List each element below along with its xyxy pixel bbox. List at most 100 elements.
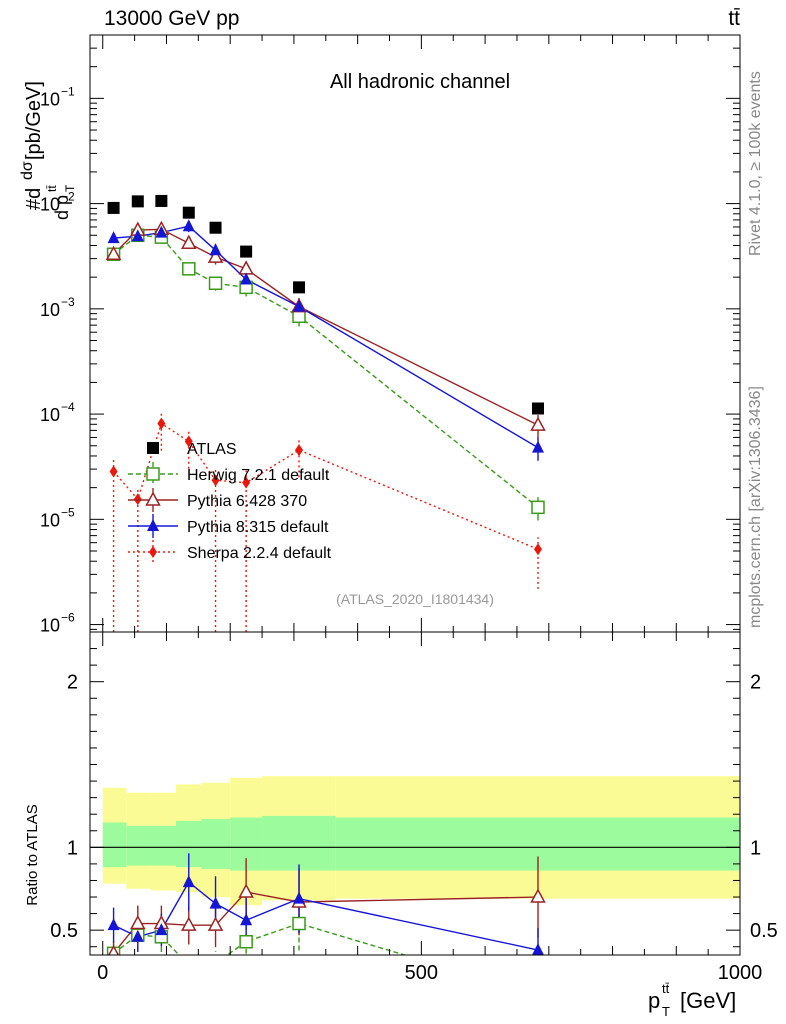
analysis-id: (ATLAS_2020_I1801434) [336, 591, 494, 607]
y-tick-label-exponent: −5 [61, 505, 75, 519]
ratio-y-tick-label-right: 2 [750, 672, 761, 694]
data-point-atlas [240, 245, 253, 258]
data-point-atlas [293, 281, 306, 294]
ratio-point-pythia-8-315-default [155, 923, 168, 936]
ratio-point-pythia-8-315-default [182, 875, 195, 888]
ratio-point-pythia-6-428-370 [130, 914, 146, 930]
data-point-atlas [155, 194, 168, 207]
y-tick-label: 10 [40, 300, 60, 320]
y-tick-label: 10 [40, 405, 60, 425]
x-tick-label: 0 [97, 962, 108, 984]
series-line-pythia-6-428-370 [113, 228, 539, 426]
x-label-units: [GeV] [680, 988, 736, 1013]
ratio-point-sherpa-2-2-4-default [185, 1006, 193, 1018]
data-point-pythia-8-315-default [531, 440, 544, 453]
ratio-y-tick-label: 2 [67, 672, 78, 694]
data-point-sherpa-2-2-4-default [109, 465, 118, 478]
ratio-point-pythia-8-315-default [131, 929, 144, 942]
uncertainty-band-inner [102, 822, 127, 868]
y-tick-label-exponent: −2 [61, 190, 75, 204]
legend-label-sherpa-2-2-4-default: Sherpa 2.2.4 default [187, 545, 332, 562]
legend-label-herwig-7-2-1-default: Herwig 7.2.1 default [187, 467, 330, 484]
legend-label-pythia-8-315-default: Pythia 8.315 default [187, 519, 329, 536]
mcplots-label: mcplots.cern.ch [arXiv:1306.3436] [747, 386, 764, 628]
main-y-label-sigma: dσ [19, 161, 36, 180]
ratio-point-sherpa-2-2-4-default [242, 1006, 250, 1018]
series-line-sherpa-2-2-4-default [113, 422, 539, 550]
ratio-point-pythia-6-428-370 [238, 883, 254, 898]
legend: ATLAS Herwig 7.2.1 default Pythia 6.428 37… [128, 441, 332, 564]
legend-marker-pythia-8-315-default [147, 519, 159, 531]
ratio-point-sherpa-2-2-4-default [134, 1007, 142, 1019]
data-point-atlas [209, 221, 222, 234]
ratio-point-herwig-7-2-1-default [210, 957, 222, 969]
data-point-sherpa-2-2-4-default [157, 417, 166, 430]
ratio-point-sherpa-2-2-4-default [110, 1006, 118, 1018]
legend-label-pythia-6-428-370: Pythia 6.428 370 [187, 493, 307, 510]
main-y-label-text: #d [23, 188, 45, 210]
rivet-label: Rivet 4.1.0, ≥ 100k events [747, 71, 764, 256]
main-y-label-sup: tt̄ [45, 185, 59, 192]
ratio-point-sherpa-2-2-4-default [212, 1006, 220, 1018]
ratio-y-label: Ratio to ATLAS [24, 804, 41, 905]
uncertainty-band-inner [262, 815, 336, 871]
data-point-pythia-6-428-370 [530, 416, 546, 431]
uncertainty-band-inner [201, 819, 231, 869]
data-point-pythia-8-315-default [131, 229, 144, 242]
ratio-point-pythia-8-315-default [209, 896, 222, 909]
x-label-sub: T [662, 1004, 670, 1019]
ratio-y-tick-label-right: 0.5 [750, 920, 778, 942]
data-point-sherpa-2-2-4-default [295, 444, 304, 457]
legend-marker-sherpa-2-2-4-default [149, 546, 157, 558]
legend-label-atlas: ATLAS [187, 441, 237, 458]
ratio-y-tick-label: 0.5 [50, 920, 78, 942]
energy-label: 13000 GeV pp [104, 7, 239, 30]
ratio-frame [89, 631, 741, 956]
ratio-point-herwig-7-2-1-default [183, 959, 195, 971]
data-point-pythia-8-315-default [182, 219, 195, 232]
y-tick-label: 10 [40, 89, 60, 109]
ratio-point-pythia-6-428-370 [181, 916, 197, 931]
ratio-point-pythia-8-315-default [240, 913, 253, 926]
data-point-pythia-8-315-default [209, 243, 222, 256]
ratio-point-pythia-8-315-default [107, 918, 120, 931]
ratio-line-herwig-7-2-1-default [113, 922, 408, 955]
ratio-point-herwig-7-2-1-default [532, 989, 544, 1001]
main-plot-panel: All hadronic channel (ATLAS_2020_I180143… [40, 34, 741, 636]
ratio-point-sherpa-2-2-4-default [295, 1002, 303, 1014]
data-point-sherpa-2-2-4-default [242, 476, 251, 489]
y-tick-label-exponent: −6 [61, 611, 75, 625]
data-point-sherpa-2-2-4-default [211, 474, 220, 487]
data-point-pythia-6-428-370 [207, 248, 224, 263]
y-tick-label: 10 [40, 510, 60, 530]
data-point-pythia-6-428-370 [105, 245, 122, 261]
main-y-label-sub: T [63, 184, 77, 192]
ratio-point-pythia-8-315-default [532, 943, 544, 955]
data-point-atlas [131, 195, 144, 208]
x-label-p: p [648, 988, 660, 1013]
main-y-label-dpt: d p [52, 195, 72, 220]
data-point-pythia-8-315-default [240, 272, 253, 285]
data-point-pythia-6-428-370 [181, 234, 197, 250]
x-tick-label: 500 [405, 962, 438, 984]
uncertainty-band-inner [150, 825, 177, 866]
ratio-point-pythia-6-428-370 [108, 944, 120, 955]
main-y-label-units: [pb/GeV] [23, 81, 45, 160]
legend-marker-atlas [147, 442, 159, 454]
ratio-point-pythia-8-315-default [293, 891, 306, 904]
y-tick-label-exponent: −3 [61, 295, 75, 309]
ratio-line-sherpa-2-2-4-default [114, 1005, 538, 1012]
data-point-sherpa-2-2-4-default [533, 543, 542, 556]
legend-marker-herwig-7-2-1-default [146, 467, 160, 481]
data-point-pythia-8-315-default [107, 231, 120, 244]
main-y-axis-label: #d dσ [pb/GeV] d p T tt̄ [19, 81, 77, 220]
y-tick-label: 10 [40, 616, 60, 636]
data-point-pythia-8-315-default [293, 299, 306, 312]
ratio-point-pythia-6-428-370 [530, 888, 546, 903]
data-point-atlas [531, 402, 544, 415]
ratio-y-tick-label-right: 1 [750, 837, 761, 859]
ratio-point-sherpa-2-2-4-default [534, 999, 542, 1011]
ratio-point-pythia-6-428-370 [207, 916, 224, 931]
process-label: tt̄ [728, 7, 740, 30]
